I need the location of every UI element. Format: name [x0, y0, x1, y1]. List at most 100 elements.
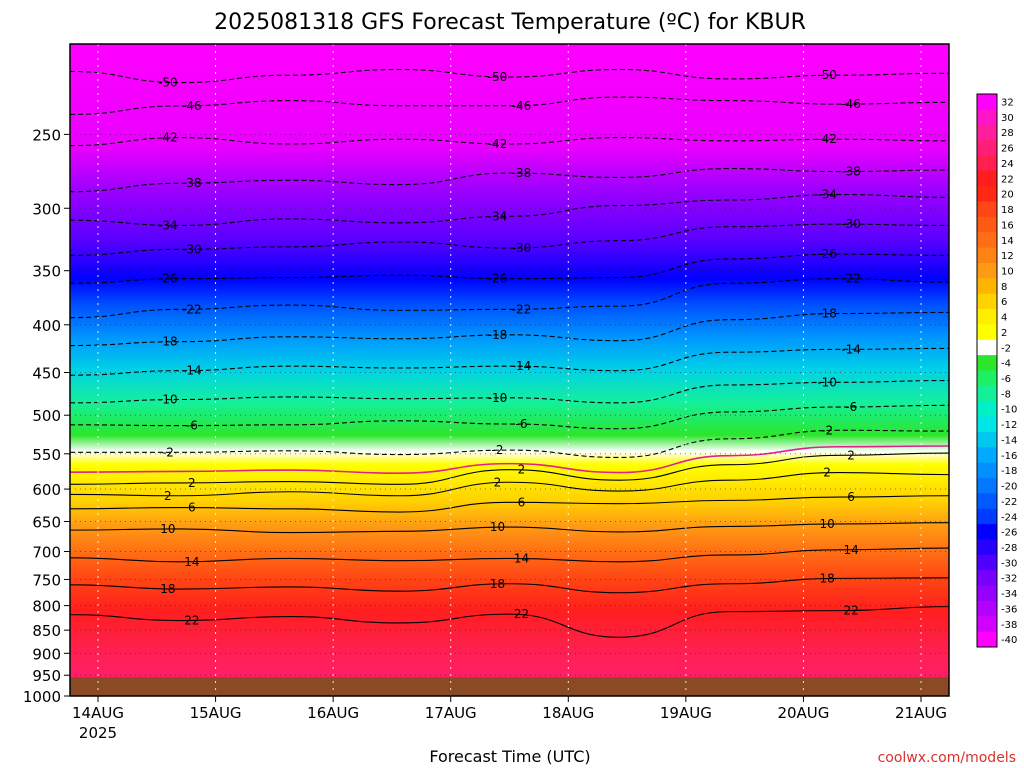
- colorbar-frame: [976, 93, 998, 648]
- contour-label: -2: [821, 423, 833, 437]
- colorbar-swatch: [977, 401, 997, 418]
- contour-label: 14: [184, 555, 199, 569]
- contour-label: -22: [182, 302, 202, 316]
- colorbar-swatch: [977, 232, 997, 249]
- colorbar-swatch: [977, 600, 997, 617]
- colorbar-swatch: [977, 585, 997, 602]
- colorbar-label: -10: [1001, 405, 1017, 416]
- colorbar-swatch: [977, 140, 997, 156]
- isotherm-line: [70, 522, 949, 534]
- contour-label: -34: [817, 188, 837, 202]
- colorbar-label: -40: [1001, 635, 1017, 646]
- colorbar-label: 24: [1001, 159, 1014, 170]
- contour-label: 2: [823, 466, 831, 480]
- colorbar-label: 28: [1001, 128, 1014, 139]
- colorbar-swatch: [977, 416, 997, 433]
- contour-label: 22: [514, 607, 529, 621]
- y-tick-label: 1000: [23, 688, 61, 706]
- contour-label: 6: [518, 495, 526, 509]
- colorbar-swatch: [977, 355, 997, 371]
- y-tick-label: 700: [32, 544, 61, 562]
- x-axis: 14AUG 15AUG 16AUG 17AUG 18AUG 19AUG 20AUG 21AUG…: [72, 696, 947, 742]
- contour-label: -42: [817, 132, 837, 146]
- colorbar-swatch: [977, 493, 997, 510]
- colorbar-swatch: [977, 293, 997, 310]
- colorbar-label: -26: [1001, 528, 1017, 539]
- contour-label: 18: [490, 577, 505, 591]
- colorbar-label: 20: [1001, 190, 1014, 201]
- isotherm-line: [70, 404, 949, 430]
- colorbar-swatch: [977, 431, 997, 448]
- isotherm-line: [70, 429, 949, 459]
- isotherm-line: [70, 96, 949, 116]
- isotherm-line: [70, 68, 949, 84]
- contour-label: -38: [841, 165, 861, 179]
- colorbar-label: 6: [1001, 297, 1007, 308]
- contour-label: -30: [841, 217, 861, 231]
- contour-label: 2: [188, 476, 196, 490]
- contour-label: -42: [158, 131, 178, 145]
- x-tick-label: 16AUG: [307, 704, 359, 722]
- contour-label: 10: [490, 520, 505, 534]
- colorbar-label: -2: [1001, 343, 1011, 354]
- colorbar-swatch: [977, 554, 997, 571]
- isotherm-line: [70, 495, 949, 513]
- isotherm-line: [70, 347, 949, 376]
- colorbar-label: -28: [1001, 543, 1017, 554]
- x-axis-label: Forecast Time (UTC): [429, 747, 590, 766]
- isotherm-line: [70, 379, 949, 404]
- contour-label: -38: [512, 166, 532, 180]
- colorbar-swatch: [977, 339, 997, 356]
- colorbar-label: 12: [1001, 251, 1014, 262]
- contour-label: 22: [184, 614, 199, 628]
- contour-label: -50: [488, 70, 508, 84]
- colorbar-swatch: [977, 247, 997, 264]
- contour-label: -2: [162, 445, 174, 459]
- contour-label: -50: [158, 76, 178, 90]
- credit-text: coolwx.com/models: [878, 750, 1016, 766]
- colorbar-label: 8: [1001, 282, 1007, 293]
- contour-label: -46: [182, 99, 202, 113]
- y-tick-label: 800: [32, 598, 61, 616]
- isotherm-line: [70, 311, 949, 347]
- y-tick-label: 900: [32, 645, 61, 663]
- contour-label: -26: [488, 272, 508, 286]
- contour-label: 6: [188, 501, 196, 515]
- contour-label: -6: [845, 400, 857, 414]
- below-ground-area: [70, 677, 949, 696]
- isotherm-line: [70, 168, 949, 193]
- contour-label: -18: [158, 335, 178, 349]
- colorbar-label: -36: [1001, 604, 1017, 615]
- colorbar-swatch: [977, 539, 997, 556]
- y-tick-label: 650: [32, 513, 61, 531]
- contour-label: 14: [514, 551, 529, 565]
- contour-label: 10: [819, 517, 834, 531]
- colorbar-label: -32: [1001, 574, 1017, 585]
- y-tick-label: 400: [32, 317, 61, 335]
- colorbar-label: 14: [1001, 236, 1014, 247]
- colorbar-label: 18: [1001, 205, 1014, 216]
- colorbar-label: -38: [1001, 620, 1017, 631]
- colorbar-swatch: [977, 201, 997, 218]
- y-axis: 250 300 350 400 450 500 550 600 650 700 750 800 850 9…: [23, 126, 70, 706]
- colorbar-swatch: [977, 462, 997, 479]
- colorbar-swatch: [977, 447, 997, 464]
- x-tick-label: 19AUG: [660, 704, 712, 722]
- x-tick-year-label: 2025: [79, 724, 117, 742]
- contour-label: -34: [158, 218, 178, 232]
- contour-label: -50: [817, 68, 837, 82]
- contour-label: -46: [841, 97, 861, 111]
- colorbar-label: -24: [1001, 512, 1017, 523]
- colorbar-swatch: [977, 478, 997, 494]
- colorbar-swatch: [977, 385, 997, 402]
- colorbar-label: -12: [1001, 420, 1017, 431]
- x-tick-label: 17AUG: [425, 704, 477, 722]
- contour-label: -18: [817, 307, 837, 321]
- isotherm-line: [70, 223, 949, 256]
- isotherm-line: [70, 193, 949, 226]
- contour-label: -6: [186, 419, 198, 433]
- contour-label: -30: [512, 241, 532, 255]
- colorbar-label: 4: [1001, 313, 1007, 324]
- y-tick-label: 750: [32, 571, 61, 589]
